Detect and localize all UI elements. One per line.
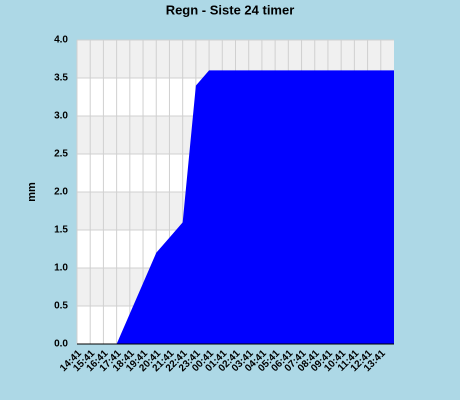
y-tick-label: 0.0 — [54, 339, 68, 350]
y-tick-label: 3.5 — [54, 73, 68, 84]
y-tick-label: 1.0 — [54, 263, 68, 274]
y-tick-label: 2.0 — [54, 187, 68, 198]
y-axis-label: mm — [26, 182, 38, 202]
chart-title: Regn - Siste 24 timer — [166, 2, 295, 17]
y-tick-label: 0.5 — [54, 301, 68, 312]
y-tick-label: 3.0 — [54, 111, 68, 122]
y-tick-label: 1.5 — [54, 225, 68, 236]
y-tick-label: 2.5 — [54, 149, 68, 160]
area — [77, 70, 394, 345]
y-tick-label: 4.0 — [54, 35, 68, 46]
